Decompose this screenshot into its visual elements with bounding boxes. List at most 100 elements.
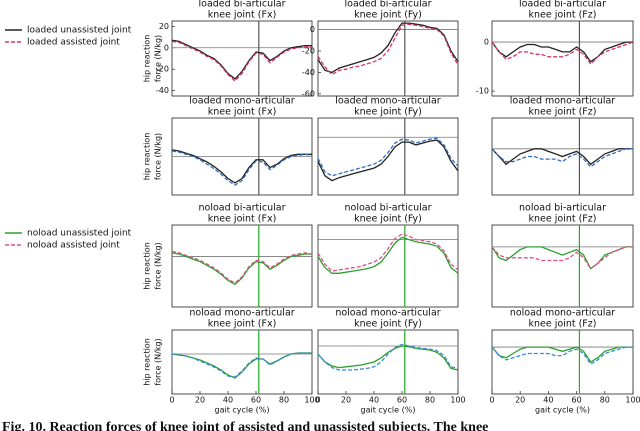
panel-title: knee joint (Fz) [529, 10, 597, 21]
panel-title: knee joint (Fx) [208, 319, 277, 330]
plot-frame [171, 224, 313, 308]
y-axis-label: force (N/kg) [154, 338, 163, 385]
series-line [317, 233, 459, 272]
legend-label: noload assisted joint [27, 241, 120, 251]
series-line [171, 250, 313, 284]
series-line [491, 148, 633, 168]
x-tick-label: 40 [223, 396, 233, 405]
plot-frame [317, 117, 459, 196]
y-tick-label: -20 [302, 47, 315, 56]
series-line [491, 148, 633, 166]
y-axis-label: force (N/kg) [154, 242, 163, 289]
series-line [317, 137, 459, 177]
series-line [171, 40, 312, 82]
x-tick-label: 100 [450, 396, 465, 405]
y-axis-label: hip reaction [143, 338, 152, 386]
plot-frame [491, 224, 634, 308]
x-tick-label: 0 [169, 396, 174, 405]
panel-title: loaded mono-articular [189, 96, 294, 107]
y-tick-label: -40 [156, 86, 169, 95]
x-tick-label: 0 [315, 396, 320, 405]
panel-title: knee joint (Fz) [529, 107, 597, 118]
series-line [171, 150, 313, 186]
series-line [317, 343, 459, 371]
series-line [491, 246, 633, 270]
plot-frame [491, 117, 634, 196]
plot-frame [317, 329, 459, 395]
series-line [317, 23, 459, 76]
panel-title: noload mono-articular [335, 308, 440, 319]
legend-label: noload unassisted joint [27, 229, 132, 239]
series-line [171, 39, 312, 80]
series-line [491, 346, 633, 363]
x-tick-label: 60 [251, 396, 261, 405]
series-line [491, 246, 633, 270]
series-line [171, 352, 312, 378]
y-tick-label: 0 [484, 38, 489, 47]
x-tick-label: 40 [369, 396, 379, 405]
panel-title: noload mono-articular [189, 308, 294, 319]
y-axis-label: hip reaction [143, 35, 152, 83]
series-line [317, 345, 459, 371]
x-axis-label: gait cycle (%) [361, 406, 416, 415]
x-tick-label: 20 [195, 396, 205, 405]
series-line [317, 22, 459, 74]
panel-title: knee joint (Fy) [354, 214, 422, 225]
series-line [491, 41, 633, 63]
x-axis-label: gait cycle (%) [535, 406, 590, 415]
plot-frame [171, 20, 313, 97]
x-tick-label: 100 [625, 396, 640, 405]
panel-title: loaded mono-articular [335, 96, 440, 107]
plot-frame [317, 20, 459, 97]
plot-frame [491, 20, 634, 97]
panel-title: knee joint (Fx) [208, 107, 277, 118]
y-axis-label: force (N/kg) [154, 133, 163, 180]
panel-title: knee joint (Fy) [354, 10, 422, 21]
y-tick-label: 0 [164, 43, 169, 52]
x-tick-label: 40 [543, 396, 553, 405]
panel-title: loaded bi-articular [345, 0, 432, 10]
plot-frame [171, 329, 313, 395]
y-tick-label: 0 [310, 25, 315, 34]
x-tick-label: 80 [425, 396, 435, 405]
panel-title: loaded mono-articular [510, 96, 615, 107]
x-tick-label: 60 [397, 396, 407, 405]
plot-frame [317, 224, 459, 308]
panel-title: knee joint (Fx) [208, 214, 277, 225]
panel-title: noload bi-articular [199, 203, 286, 214]
x-tick-label: 20 [341, 396, 351, 405]
x-tick-label: 100 [304, 396, 319, 405]
y-axis-label: force (N/kg) [154, 35, 163, 82]
panel-title: knee joint (Fy) [354, 319, 422, 330]
x-tick-label: 0 [489, 396, 494, 405]
panel-title: knee joint (Fx) [208, 10, 277, 21]
caption: Fig. 10. Reaction forces of knee joint o… [2, 420, 488, 431]
legend-label: loaded assisted joint [27, 38, 120, 48]
series-line [317, 139, 459, 182]
panel-title: loaded bi-articular [199, 0, 286, 10]
x-axis-label: gait cycle (%) [215, 406, 270, 415]
y-tick-label: -20 [156, 65, 169, 74]
panel-title: loaded bi-articular [519, 0, 606, 10]
series-line [171, 252, 312, 286]
x-tick-label: 20 [515, 396, 525, 405]
legend-label: loaded unassisted joint [27, 26, 132, 36]
y-tick-label: -40 [302, 68, 315, 77]
y-tick-label: -10 [476, 87, 489, 96]
y-axis-label: hip reaction [143, 242, 152, 290]
series-line [491, 41, 634, 66]
y-tick-label: 20 [159, 22, 169, 31]
series-line [317, 236, 459, 274]
panel-title: knee joint (Fy) [354, 107, 422, 118]
x-tick-label: 60 [572, 396, 582, 405]
y-tick-label: -60 [302, 89, 315, 98]
series-line [171, 352, 312, 379]
panel-title: noload bi-articular [519, 203, 606, 214]
x-tick-label: 80 [600, 396, 610, 405]
panel-title: knee joint (Fz) [529, 214, 597, 225]
series-line [171, 149, 312, 184]
x-tick-label: 80 [279, 396, 289, 405]
panel-title: noload bi-articular [345, 203, 432, 214]
plot-frame [491, 329, 634, 395]
